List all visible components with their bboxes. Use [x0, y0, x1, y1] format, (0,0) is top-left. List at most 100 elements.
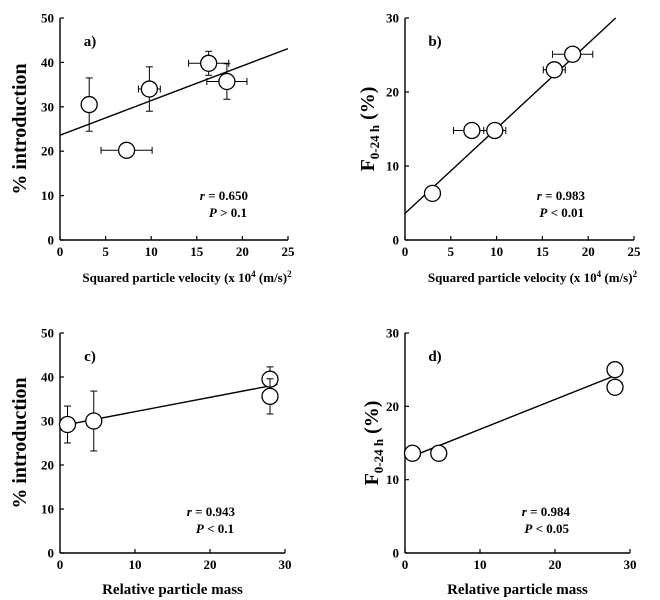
stat-r-symbol: r: [187, 504, 193, 519]
y-axis-label-text: % introduction: [9, 63, 31, 194]
y-tick-label: 0: [48, 546, 55, 561]
data-point: [117, 141, 136, 159]
panel-b: 0 10 20 30 0 5 10 15 20 25 b) r = 0.983 P < 0.01 Squa…: [357, 11, 641, 286]
y-tick-label: 20: [41, 458, 54, 473]
stat-p-symbol: P: [524, 521, 533, 536]
x-tick-label: 15: [536, 244, 550, 259]
x-tick-label: 0: [402, 557, 409, 572]
data-point: [58, 415, 77, 434]
y-tick-label: 40: [41, 55, 54, 70]
data-point: [140, 80, 159, 98]
y-tick-label: 0: [393, 546, 400, 561]
y-tick-label: 10: [41, 188, 54, 203]
x-axis-label: Squared particle velocity (x 104 (m/s)2: [82, 269, 292, 285]
data-point: [403, 444, 422, 462]
y-axis-label-tail: (%): [361, 401, 383, 439]
x-tick-label: 30: [279, 557, 292, 572]
stat-r-symbol: r: [522, 504, 528, 519]
x-axis-label: Relative particle mass: [102, 582, 243, 598]
stat-p: P < 0.01: [539, 205, 584, 220]
y-axis-label: % introduction: [9, 377, 31, 508]
panel-label: a): [84, 34, 97, 50]
y-axis-label: F0-24 h (%): [357, 87, 382, 172]
stat-r: r = 0.983: [537, 188, 586, 203]
y-axis-label-text: % introduction: [9, 377, 31, 508]
y-tick-label: 10: [386, 472, 399, 487]
x-tick-label: 20: [549, 557, 562, 572]
stat-p: P > 0.1: [209, 205, 247, 220]
panel-label: d): [428, 349, 441, 365]
x-axis-label-tail: (m/s): [601, 270, 632, 285]
x-tick-label: 15: [190, 244, 204, 259]
stat-p-value: < 0.05: [532, 521, 569, 536]
y-tick-label: 30: [41, 414, 54, 429]
x-tick-label: 10: [474, 557, 487, 572]
stat-r-symbol: r: [200, 188, 206, 203]
stat-p-value: > 0.1: [217, 205, 247, 220]
x-tick-label: 0: [57, 557, 64, 572]
y-axis-label-text: F: [357, 159, 379, 171]
y-tick-label: 30: [386, 11, 399, 26]
x-axis-label-text: Relative particle mass: [102, 582, 243, 598]
x-tick-label: 10: [145, 244, 158, 259]
y-tick-label: 10: [41, 502, 54, 517]
y-tick-label: 0: [48, 233, 55, 248]
y-tick-label: 30: [41, 99, 54, 114]
y-tick-label: 20: [386, 85, 399, 100]
stat-r: r = 0.650: [200, 188, 248, 203]
data-point: [463, 121, 481, 140]
x-axis-label-text: Squared particle velocity (x 10: [428, 270, 597, 285]
data-point: [430, 444, 448, 462]
x-tick-label: 0: [402, 244, 409, 259]
stat-p: P < 0.05: [524, 521, 569, 536]
data-point: [606, 378, 624, 396]
x-axis-label-sup: 4: [597, 269, 602, 279]
x-tick-label: 25: [282, 244, 296, 259]
x-tick-label: 30: [624, 557, 637, 572]
x-tick-label: 20: [582, 244, 595, 259]
x-axis-label-sup: 4: [251, 269, 256, 279]
x-tick-label: 0: [57, 244, 64, 259]
x-axis-label-text: Relative particle mass: [447, 582, 588, 598]
stat-r-value: = 0.984: [527, 504, 571, 519]
y-axis-label-tail: (%): [357, 87, 379, 125]
panel-label: c): [84, 349, 96, 365]
y-tick-label: 50: [41, 11, 54, 26]
stat-r-value: = 0.943: [192, 504, 236, 519]
y-axis-label-sub: 0-24 h: [367, 124, 382, 159]
regression-line: [404, 17, 617, 214]
y-tick-label: 50: [41, 326, 54, 341]
stat-p-value: < 0.01: [547, 205, 584, 220]
data-point: [606, 361, 624, 379]
regression-line: [412, 371, 623, 457]
x-tick-label: 25: [628, 244, 642, 259]
panel-label: b): [428, 34, 441, 50]
y-axis-label-sub: 0-24 h: [371, 438, 386, 473]
regression-line: [59, 47, 289, 136]
y-tick-label: 10: [386, 159, 399, 174]
y-tick-label: 0: [393, 233, 400, 248]
panel-d: 0 10 20 30 0 10 20 30 d) r = 0.984 P < 0.05 Relativ…: [361, 326, 637, 599]
stat-r: r = 0.984: [522, 504, 571, 519]
data-point: [486, 121, 504, 140]
y-axis-label: % introduction: [9, 63, 31, 194]
data-point: [563, 45, 582, 63]
y-tick-label: 40: [41, 370, 54, 385]
data-point: [545, 61, 563, 79]
stat-p-value: < 0.1: [204, 521, 234, 536]
data-point: [261, 387, 279, 406]
y-tick-label: 20: [386, 399, 399, 414]
x-tick-label: 5: [102, 244, 109, 259]
stat-p-symbol: P: [209, 205, 218, 220]
x-axis-label-text: Squared particle velocity (x 10: [82, 270, 251, 285]
data-point: [200, 54, 218, 72]
y-tick-label: 20: [41, 144, 54, 159]
stat-r-value: = 0.650: [205, 188, 248, 203]
x-axis-label-tail-sup: 2: [287, 269, 292, 279]
stat-r-value: = 0.983: [542, 188, 586, 203]
stat-r: r = 0.943: [187, 504, 236, 519]
x-tick-label: 10: [129, 557, 142, 572]
x-tick-label: 5: [448, 244, 455, 259]
y-axis-label-text: F: [361, 473, 383, 485]
